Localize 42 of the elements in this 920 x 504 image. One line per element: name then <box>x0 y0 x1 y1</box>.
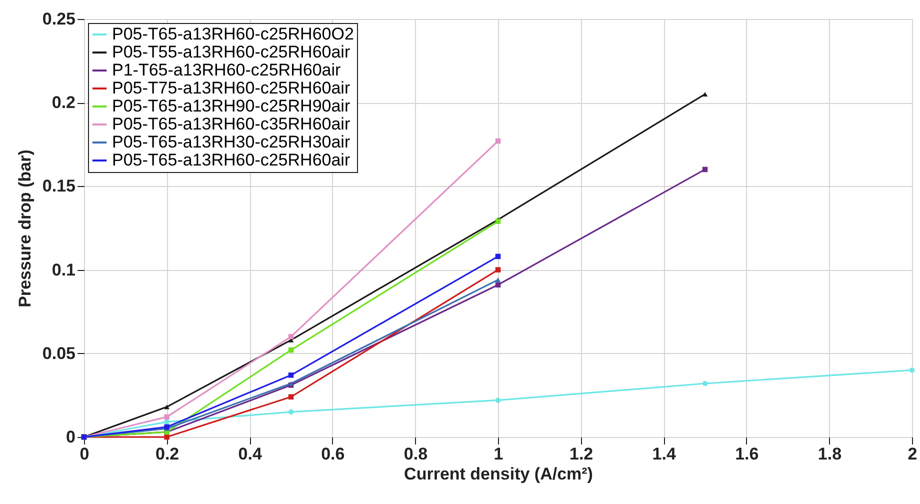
point <box>164 414 170 420</box>
y-tick-label: 0.2 <box>52 93 76 112</box>
point <box>495 282 501 288</box>
x-tick-label: 1.6 <box>735 444 759 464</box>
x-tick-label: 1.2 <box>569 444 594 464</box>
point <box>288 394 294 400</box>
x-axis-title: Current density (A/cm²) <box>404 464 593 484</box>
legend-label: P05-T65-a13RH60-c25RH60air <box>112 150 350 170</box>
x-tick-label: 0.8 <box>404 444 428 464</box>
point <box>164 434 170 440</box>
point <box>288 334 294 340</box>
x-tick-label: 1 <box>494 444 504 464</box>
x-tick-label: 1.8 <box>818 444 842 464</box>
point <box>164 419 170 425</box>
y-tick-label: 0.1 <box>52 260 76 280</box>
point <box>288 409 294 415</box>
y-tick-label: 0.25 <box>42 10 76 28</box>
y-tick-label: 0.15 <box>42 176 76 196</box>
x-tick-label: 0 <box>80 444 90 464</box>
legend-label: P05-T55-a13RH60-c25RH60air <box>112 42 350 62</box>
x-tick-label: 2 <box>908 444 918 464</box>
legend-label: P05-T65-a13RH30-c25RH30air <box>112 132 350 152</box>
x-tick-label: 1.4 <box>652 444 676 464</box>
point <box>288 372 294 378</box>
legend-label: P1-T65-a13RH60-c25RH60air <box>112 60 341 80</box>
legend-label: P05-T65-a13RH60-c25RH60O2 <box>112 24 354 44</box>
legend-label: P05-T65-a13RH90-c25RH90air <box>112 96 350 116</box>
y-tick-label: 0 <box>66 428 76 446</box>
legend-label: P05-T75-a13RH60-c25RH60air <box>112 78 350 98</box>
y-tick-label: 0.05 <box>42 344 76 363</box>
y-axis-title: Pressure drop (bar) <box>15 150 34 308</box>
x-tick-label: 0.4 <box>238 444 262 464</box>
legend-label: P05-T65-a13RH60-c35RH60air <box>112 114 350 134</box>
point <box>495 278 501 282</box>
x-tick-label: 0.6 <box>321 444 345 464</box>
point <box>495 267 501 272</box>
point <box>702 380 708 386</box>
point <box>164 404 170 410</box>
x-tick-label: 0.2 <box>155 444 180 464</box>
point <box>909 367 915 373</box>
point <box>495 398 501 403</box>
point <box>702 92 708 97</box>
